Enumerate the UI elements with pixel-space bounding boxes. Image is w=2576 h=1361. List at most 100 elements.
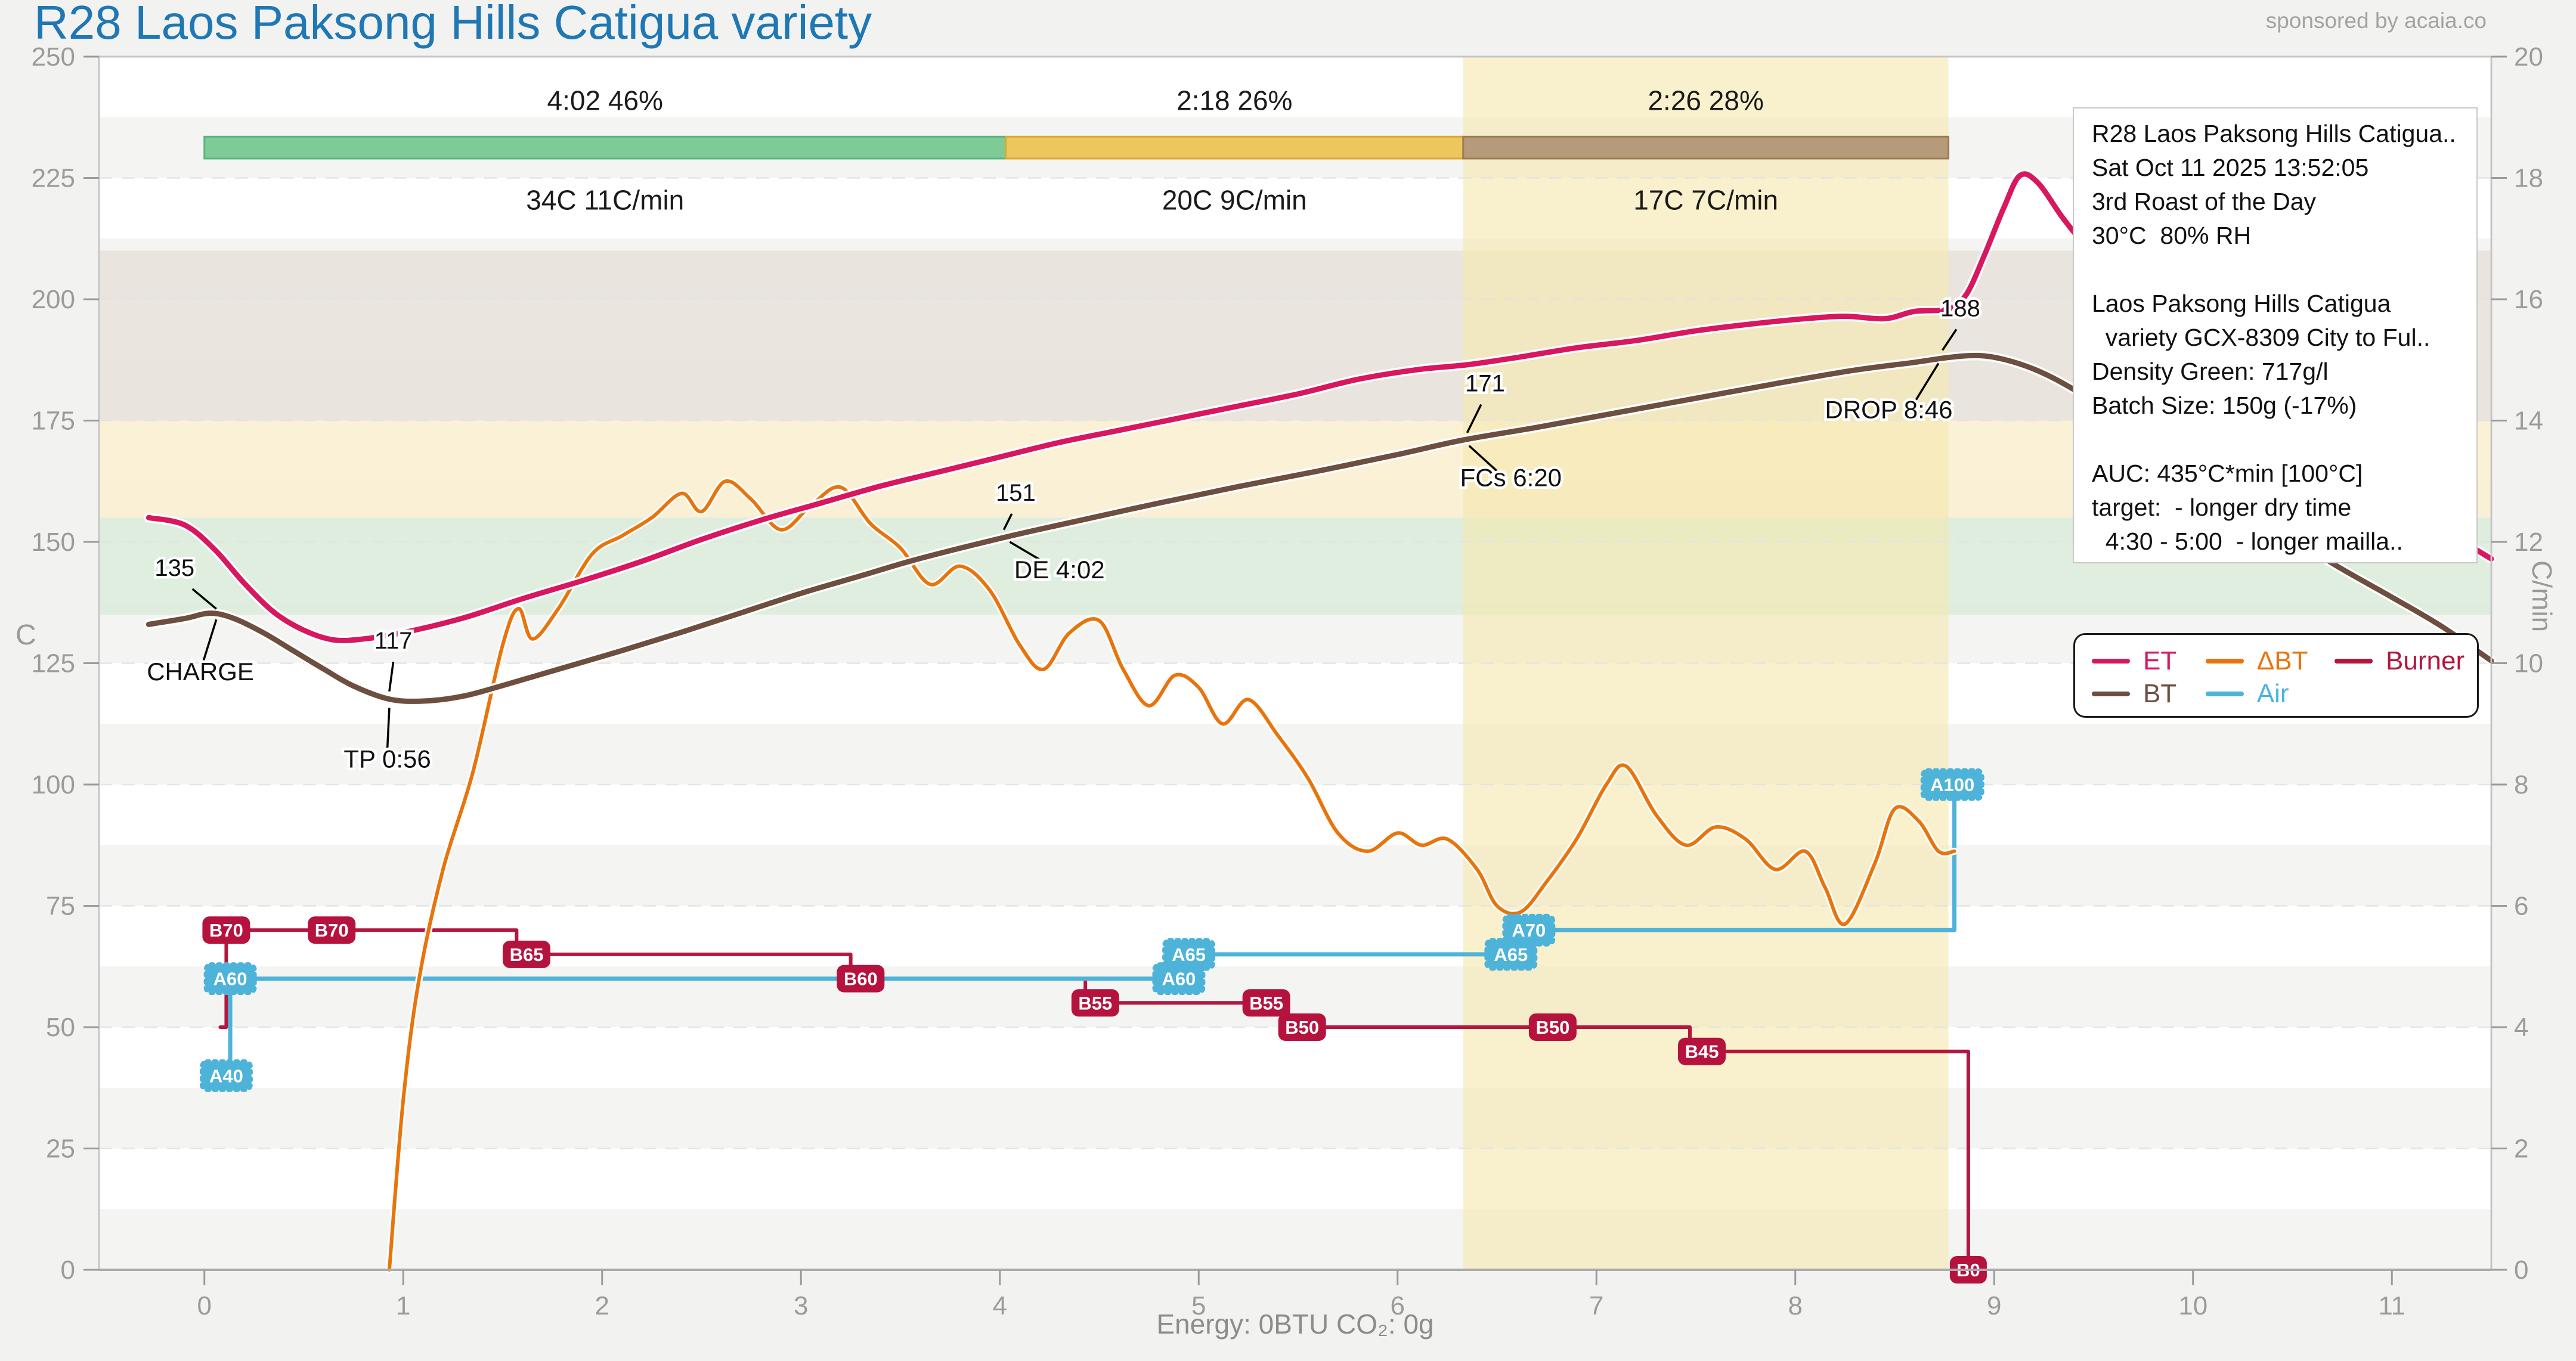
info-line: 3rd Roast of the Day: [2092, 188, 2317, 215]
burner-event-badge-b50: B50: [1528, 1013, 1577, 1041]
info-line: Laos Paksong Hills Catigua: [2092, 290, 2391, 317]
sponsor-text: sponsored by acaia.co: [2265, 8, 2487, 33]
annotation-171: 171: [1465, 371, 1505, 397]
svg-text:A65: A65: [1172, 944, 1206, 965]
burner-event-badge-b50: B50: [1278, 1013, 1326, 1041]
annotation-line: [388, 661, 395, 692]
svg-text:B55: B55: [1249, 993, 1283, 1013]
legend-swatch: [2092, 691, 2130, 696]
annotation-fcs620: FCs 6:20: [1460, 463, 1562, 491]
x-tick-label: 5: [1191, 1291, 1206, 1320]
x-tick-label: 9: [1987, 1291, 2001, 1320]
y-tick-label: 225: [32, 164, 75, 193]
info-line: target: - longer dry time: [2092, 494, 2352, 521]
phase-duration-label: 4:02 46%: [547, 85, 663, 116]
svg-text:B50: B50: [1285, 1017, 1319, 1038]
annotation-drop846: DROP 8:46: [1825, 395, 1952, 423]
svg-text:A70: A70: [1512, 920, 1546, 941]
air-event-badge-a100: A100: [1920, 768, 1984, 801]
y2-tick-label: 18: [2514, 164, 2543, 193]
air-event-badge-a40: A40: [199, 1059, 253, 1092]
x-tick-label: 11: [2378, 1291, 2405, 1320]
legend-label: ΔBT: [2256, 646, 2308, 675]
y2-tick-label: 16: [2514, 285, 2543, 314]
burner-event-badge-b70: B70: [202, 916, 250, 944]
legend-item-air[interactable]: Air: [2205, 679, 2334, 709]
annotation-line: [201, 619, 218, 665]
annotation-line: [1468, 445, 1498, 472]
y2-tick-label: 6: [2514, 892, 2528, 921]
info-line: [2092, 253, 2476, 287]
y-tick-label: 50: [46, 1013, 75, 1042]
svg-text:B60: B60: [844, 969, 878, 990]
svg-text:B70: B70: [315, 920, 349, 941]
annotation-line: [1466, 404, 1482, 433]
right-axis-label: C/min: [2527, 560, 2558, 633]
burner-event-badge-b70: B70: [308, 916, 356, 944]
y-tick-label: 150: [32, 528, 75, 557]
phase-ror-label: 34C 11C/min: [526, 184, 684, 215]
annotation-tp056: TP 0:56: [343, 745, 431, 773]
info-line: 4:30 - 5:00 - longer mailla..: [2092, 528, 2403, 555]
air-event-badge-a60: A60: [203, 962, 257, 996]
annotation-151: 151: [996, 480, 1036, 506]
bg-stripe: [99, 845, 2491, 906]
info-line: [2092, 423, 2476, 457]
svg-text:B50: B50: [1535, 1017, 1569, 1038]
phase-bar-segment: [1462, 135, 1950, 160]
annotation-de402: DE 4:02: [1014, 556, 1105, 584]
y2-tick-label: 14: [2514, 407, 2543, 436]
phase-ror-label: 17C 7C/min: [1633, 184, 1778, 215]
info-line: AUC: 435°C*min [100°C]: [2092, 460, 2363, 487]
curve-δbt: [387, 479, 1956, 1272]
annotation-line: [1942, 328, 1958, 351]
y2-tick-label: 20: [2514, 42, 2543, 72]
y2-tick-label: 12: [2514, 528, 2543, 557]
phase-duration-label: 2:26 28%: [1648, 85, 1763, 116]
annotation-line: [1009, 541, 1048, 565]
burner-event-badge-b60: B60: [837, 965, 885, 993]
legend-label: ET: [2143, 646, 2177, 675]
annotation-line: [386, 708, 391, 749]
legend-item-bt[interactable]: BT: [2092, 679, 2206, 709]
annotation-135: 135: [154, 555, 194, 581]
chart-legend: ET ΔBT Burner BT Air: [2073, 633, 2479, 718]
y-tick-label: 0: [61, 1255, 75, 1285]
y2-tick-label: 8: [2514, 770, 2528, 799]
legend-item-bt[interactable]: ΔBT: [2205, 646, 2334, 676]
y-tick-label: 75: [46, 892, 75, 921]
x-tick-label: 4: [993, 1291, 1007, 1320]
svg-text:B45: B45: [1685, 1041, 1719, 1062]
y2-tick-label: 4: [2514, 1013, 2528, 1042]
annotation-188: 188: [1940, 295, 1980, 321]
burner-event-badge-b65: B65: [503, 940, 551, 968]
bg-stripe: [99, 1087, 2491, 1149]
y-tick-label: 200: [32, 285, 75, 314]
y-tick-label: 175: [32, 407, 75, 436]
x-tick-label: 3: [794, 1291, 808, 1320]
y-tick-label: 100: [32, 770, 75, 799]
svg-text:A100: A100: [1930, 774, 1974, 795]
x-tick-label: 10: [2178, 1291, 2207, 1320]
page-title: R28 Laos Paksong Hills Catigua variety: [34, 0, 872, 49]
info-line: R28 Laos Paksong Hills Catigua..: [2092, 120, 2456, 147]
svg-text:B65: B65: [510, 944, 544, 965]
legend-swatch: [2092, 658, 2130, 664]
legend-swatch: [2205, 691, 2244, 696]
x-tick-label: 0: [197, 1291, 212, 1320]
info-line: Batch Size: 150g (-17%): [2092, 392, 2357, 419]
air-event-badge-a70: A70: [1502, 913, 1556, 947]
x-tick-label: 7: [1589, 1291, 1603, 1320]
annotation-charge: CHARGE: [147, 658, 254, 686]
legend-item-et[interactable]: ET: [2092, 646, 2206, 676]
bg-stripe: [99, 1209, 2491, 1270]
y2-tick-label: 10: [2514, 649, 2543, 678]
legend-swatch: [2334, 658, 2373, 664]
annotation-line: [1914, 362, 1940, 403]
svg-text:A65: A65: [1494, 944, 1528, 965]
energy-co2-caption: Energy: 0BTU CO₂: 0g: [1156, 1309, 1434, 1340]
x-tick-label: 6: [1391, 1291, 1405, 1320]
legend-label: Burner: [2386, 646, 2465, 675]
legend-item-burner[interactable]: Burner: [2334, 646, 2471, 676]
